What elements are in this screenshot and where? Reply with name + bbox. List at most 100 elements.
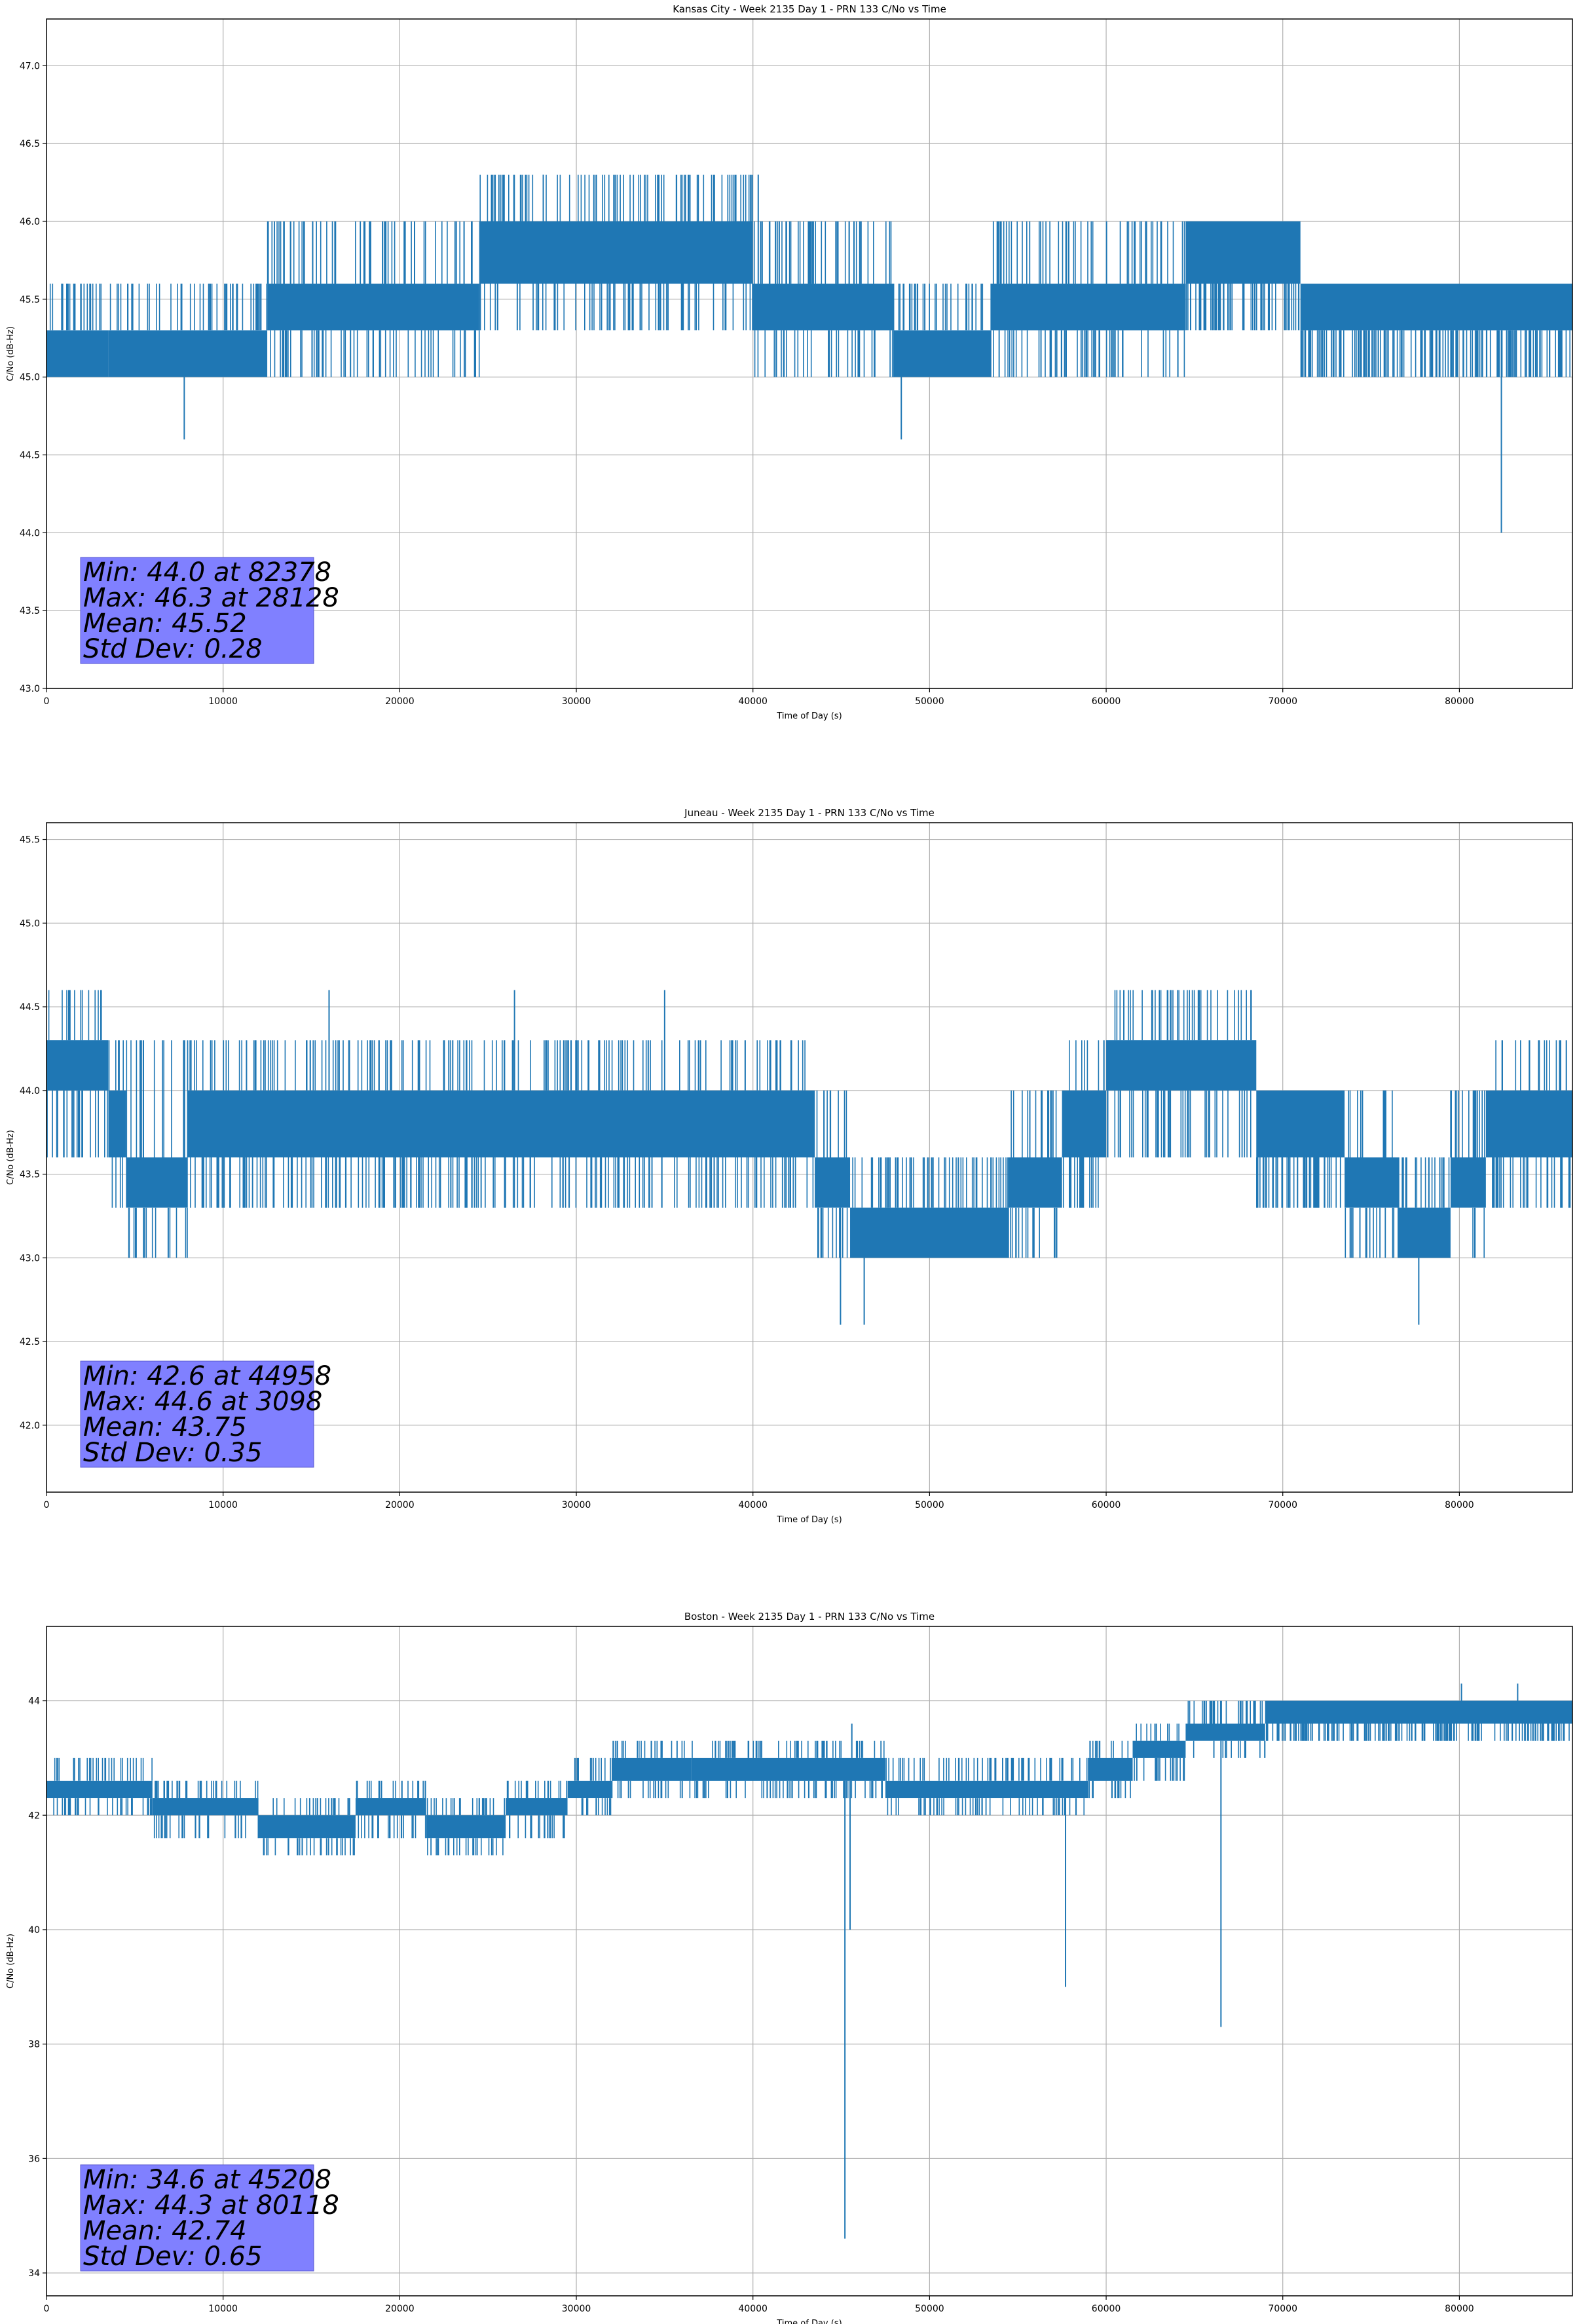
y-tick-label: 46.5 xyxy=(20,139,40,149)
y-tick-label: 44.0 xyxy=(20,1086,40,1096)
series-band xyxy=(1485,1090,1572,1157)
stats-line: Std Dev: 0.65 xyxy=(83,2241,263,2272)
series-noise xyxy=(1185,284,1300,331)
data-series xyxy=(46,174,1572,533)
series-noise xyxy=(356,1780,426,1839)
series-band xyxy=(815,1157,851,1208)
series-band xyxy=(108,1090,126,1157)
series-noise xyxy=(574,1757,612,1816)
series-band xyxy=(1398,1207,1451,1258)
series-band xyxy=(479,221,753,284)
series-noise xyxy=(153,1780,259,1839)
series-band xyxy=(46,1040,109,1091)
series-band xyxy=(1009,1157,1062,1208)
stats-line: Std Dev: 0.35 xyxy=(83,1438,263,1468)
series-noise xyxy=(49,284,102,331)
series-noise xyxy=(1107,990,1252,1157)
x-tick-label: 70000 xyxy=(1268,2304,1297,2314)
series-band xyxy=(885,1780,1089,1799)
series-band xyxy=(267,284,479,331)
y-tick-label: 42 xyxy=(28,1810,40,1821)
data-series xyxy=(46,990,1572,1325)
series-band xyxy=(1256,1090,1345,1157)
stats-box-background xyxy=(80,2164,314,2272)
series-noise xyxy=(426,1798,505,1856)
x-tick-label: 40000 xyxy=(738,696,768,707)
series-noise xyxy=(126,1040,189,1258)
series-noise xyxy=(1088,1740,1131,1799)
series-band xyxy=(108,330,268,377)
x-tick-label: 20000 xyxy=(385,696,415,707)
data-series xyxy=(46,1683,1572,2239)
plot-frame xyxy=(46,1626,1573,2296)
x-tick-label: 30000 xyxy=(562,1500,591,1510)
x-tick-label: 40000 xyxy=(738,2304,768,2314)
x-tick-label: 10000 xyxy=(208,1500,238,1510)
series-band xyxy=(691,1757,885,1781)
x-tick-label: 0 xyxy=(44,2304,50,2314)
y-axis-label: C/No (dB-Hz) xyxy=(6,1130,16,1185)
stats-line: Max: 46.3 at 28128 xyxy=(83,583,339,613)
series-noise xyxy=(1256,1157,1341,1208)
y-tick-label: 44.5 xyxy=(20,1002,40,1013)
y-tick-label: 47.0 xyxy=(20,61,40,71)
series-band xyxy=(850,1207,1009,1258)
y-tick-label: 45.5 xyxy=(20,295,40,305)
y-tick-label: 46.0 xyxy=(20,217,40,227)
stats-line: Mean: 43.75 xyxy=(83,1412,247,1442)
y-tick-label: 36 xyxy=(28,2154,40,2164)
series-band xyxy=(752,284,895,331)
y-tick-label: 43.0 xyxy=(20,1253,40,1264)
x-tick-label: 60000 xyxy=(1092,2304,1121,2314)
x-tick-label: 30000 xyxy=(562,2304,591,2314)
x-tick-label: 20000 xyxy=(385,1500,415,1510)
series-band xyxy=(894,330,992,377)
series-noise xyxy=(1010,1090,1058,1258)
series-noise xyxy=(1187,1700,1266,1758)
series-noise xyxy=(189,1040,814,1208)
series-noise xyxy=(692,1740,885,1799)
y-tick-label: 45.0 xyxy=(20,373,40,383)
y-tick-label: 43.5 xyxy=(20,1170,40,1180)
series-noise xyxy=(267,221,480,377)
series-band xyxy=(426,1815,506,1839)
series-noise xyxy=(1265,1723,1570,1741)
plot-frame xyxy=(46,822,1573,1493)
series-band xyxy=(1132,1740,1186,1758)
x-tick-label: 80000 xyxy=(1445,2304,1474,2314)
x-axis-label: Time of Day (s) xyxy=(776,1515,842,1525)
stats-line: Min: 42.6 at 44958 xyxy=(83,1361,331,1391)
chart-title: Juneau - Week 2135 Day 1 - PRN 133 C/No … xyxy=(684,807,935,819)
y-axis-label: C/No (dB-Hz) xyxy=(6,326,16,381)
y-tick-label: 44.0 xyxy=(20,528,40,538)
series-noise xyxy=(1134,1723,1185,1781)
chart-title: Kansas City - Week 2135 Day 1 - PRN 133 … xyxy=(673,3,946,15)
x-tick-label: 30000 xyxy=(562,696,591,707)
series-band xyxy=(1062,1090,1107,1157)
y-tick-label: 43.5 xyxy=(20,606,40,616)
series-band xyxy=(1088,1757,1133,1781)
series-band xyxy=(258,1815,356,1839)
stats-box-background xyxy=(80,557,314,664)
series-noise xyxy=(479,174,753,331)
stats-line: Min: 34.6 at 45208 xyxy=(83,2165,331,2195)
series-noise xyxy=(816,1090,848,1258)
y-tick-label: 42.5 xyxy=(20,1337,40,1347)
series-noise xyxy=(109,284,268,331)
series-band xyxy=(506,1798,568,1816)
series-band xyxy=(355,1798,426,1816)
x-tick-label: 40000 xyxy=(738,1500,768,1510)
x-tick-label: 50000 xyxy=(915,1500,944,1510)
x-axis-label: Time of Day (s) xyxy=(776,711,842,721)
series-band xyxy=(187,1090,815,1157)
chart-2: Boston - Week 2135 Day 1 - PRN 133 C/No … xyxy=(6,1611,1573,2324)
series-noise xyxy=(885,1757,1089,1816)
series-noise xyxy=(108,1040,124,1208)
y-tick-label: 45.5 xyxy=(20,835,40,846)
series-noise xyxy=(53,1757,153,1816)
x-tick-label: 10000 xyxy=(208,696,238,707)
stats-line: Max: 44.3 at 80118 xyxy=(83,2190,339,2221)
stats-line: Mean: 42.74 xyxy=(83,2216,247,2246)
